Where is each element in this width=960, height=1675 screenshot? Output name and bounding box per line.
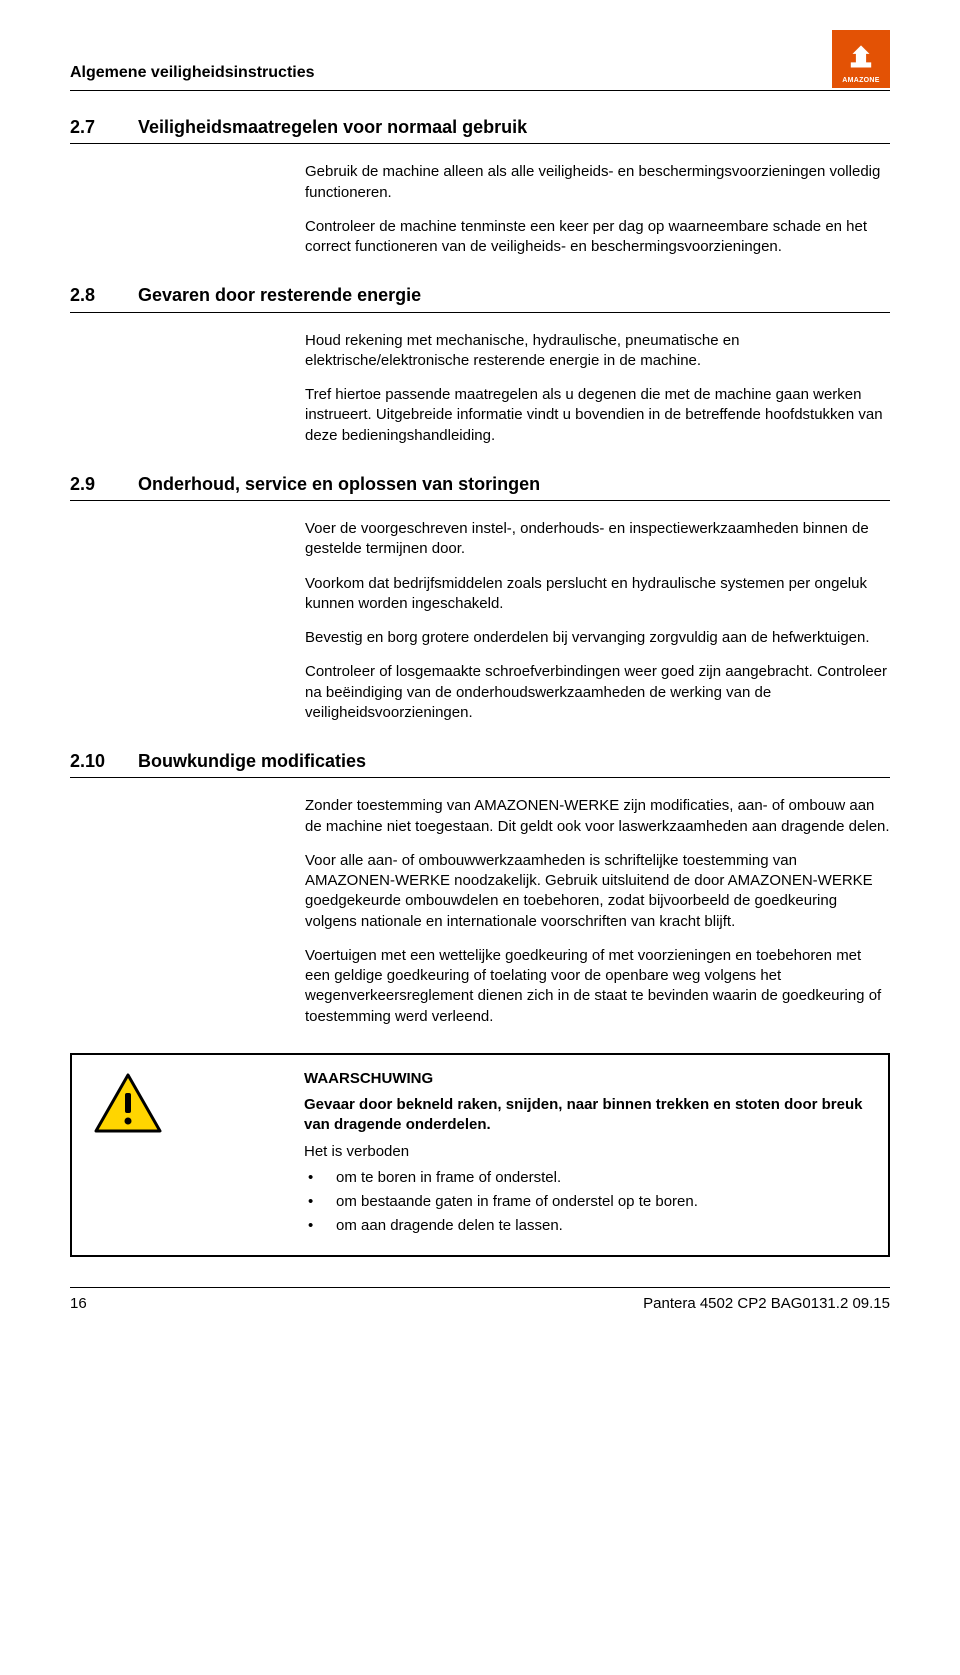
- warning-list-item: om bestaande gaten in frame of onderstel…: [304, 1192, 870, 1212]
- section-number: 2.8: [70, 283, 110, 307]
- section-divider: [70, 777, 890, 778]
- warning-label: WAARSCHUWING: [304, 1069, 870, 1089]
- section-number: 2.7: [70, 115, 110, 139]
- section-title: Gevaren door resterende energie: [138, 283, 421, 307]
- section-number: 2.9: [70, 472, 110, 496]
- section-2-8: 2.8 Gevaren door resterende energie Houd…: [70, 283, 890, 446]
- section-2-9: 2.9 Onderhoud, service en oplossen van s…: [70, 472, 890, 723]
- section-title: Veiligheidsmaatregelen voor normaal gebr…: [138, 115, 527, 139]
- section-title: Onderhoud, service en oplossen van stori…: [138, 472, 540, 496]
- paragraph: Zonder toestemming van AMAZONEN-WERKE zi…: [305, 796, 890, 837]
- page-footer: 16 Pantera 4502 CP2 BAG0131.2 09.15: [70, 1287, 890, 1314]
- warning-box: WAARSCHUWING Gevaar door bekneld raken, …: [70, 1053, 890, 1257]
- paragraph: Controleer de machine tenminste een keer…: [305, 217, 890, 258]
- paragraph: Gebruik de machine alleen als alle veili…: [305, 162, 890, 203]
- section-number: 2.10: [70, 749, 110, 773]
- section-divider: [70, 312, 890, 313]
- brand-logo: AMAZONE: [832, 30, 890, 88]
- paragraph: Bevestig en borg grotere onderdelen bij …: [305, 628, 890, 648]
- section-divider: [70, 500, 890, 501]
- paragraph: Voer de voorgeschreven instel-, onderhou…: [305, 519, 890, 560]
- paragraph: Voorkom dat bedrijfsmiddelen zoals persl…: [305, 574, 890, 615]
- warning-headline: Gevaar door bekneld raken, snijden, naar…: [304, 1095, 870, 1136]
- document-id: Pantera 4502 CP2 BAG0131.2 09.15: [643, 1294, 890, 1314]
- paragraph: Houd rekening met mechanische, hydraulis…: [305, 331, 890, 372]
- warning-intro: Het is verboden: [304, 1142, 870, 1162]
- paragraph: Tref hiertoe passende maatregelen als u …: [305, 385, 890, 446]
- brand-logo-icon: [844, 42, 878, 76]
- section-title: Bouwkundige modificaties: [138, 749, 366, 773]
- section-2-10: 2.10 Bouwkundige modificaties Zonder toe…: [70, 749, 890, 1027]
- warning-list-item: om te boren in frame of onderstel.: [304, 1168, 870, 1188]
- warning-list-item: om aan dragende delen te lassen.: [304, 1216, 870, 1236]
- paragraph: Voor alle aan- of ombouwwerkzaamheden is…: [305, 851, 890, 932]
- brand-logo-text: AMAZONE: [842, 76, 880, 85]
- warning-triangle-icon: [92, 1071, 164, 1135]
- page-header-title: Algemene veiligheidsinstructies: [70, 62, 315, 88]
- section-2-7: 2.7 Veiligheidsmaatregelen voor normaal …: [70, 115, 890, 257]
- page-number: 16: [70, 1294, 87, 1314]
- paragraph: Voertuigen met een wettelijke goedkeurin…: [305, 946, 890, 1027]
- section-divider: [70, 143, 890, 144]
- paragraph: Controleer of losgemaakte schroefverbind…: [305, 662, 890, 723]
- header-divider: [70, 90, 890, 91]
